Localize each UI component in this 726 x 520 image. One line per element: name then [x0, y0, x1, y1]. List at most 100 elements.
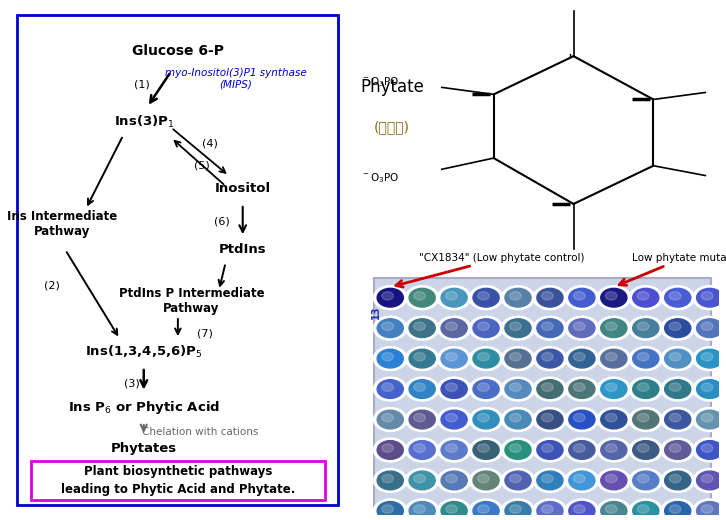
Circle shape — [637, 505, 649, 513]
Circle shape — [633, 288, 659, 307]
Circle shape — [446, 505, 457, 513]
Circle shape — [470, 377, 502, 401]
Circle shape — [605, 383, 617, 392]
Circle shape — [405, 469, 439, 492]
Circle shape — [597, 377, 630, 401]
Circle shape — [473, 288, 499, 307]
Circle shape — [478, 444, 489, 452]
Text: OPO$_3^{2-}$: OPO$_3^{2-}$ — [555, 285, 592, 302]
Circle shape — [693, 347, 726, 371]
Circle shape — [566, 347, 598, 371]
Circle shape — [478, 474, 489, 483]
Circle shape — [441, 319, 468, 337]
Circle shape — [537, 410, 563, 429]
Circle shape — [569, 319, 595, 337]
Circle shape — [665, 440, 691, 459]
Circle shape — [665, 410, 691, 429]
Circle shape — [409, 288, 435, 307]
Circle shape — [405, 499, 439, 520]
Circle shape — [501, 408, 534, 432]
Circle shape — [505, 319, 531, 337]
Circle shape — [697, 288, 722, 307]
Circle shape — [478, 383, 489, 392]
Circle shape — [701, 474, 713, 483]
Circle shape — [629, 347, 663, 371]
Circle shape — [510, 383, 521, 392]
Circle shape — [661, 285, 694, 309]
Circle shape — [478, 322, 489, 331]
Circle shape — [414, 505, 425, 513]
Circle shape — [378, 288, 404, 307]
Circle shape — [510, 292, 521, 300]
Circle shape — [601, 501, 627, 520]
Circle shape — [414, 413, 425, 422]
Circle shape — [405, 438, 439, 462]
Circle shape — [441, 410, 468, 429]
Circle shape — [510, 474, 521, 483]
Circle shape — [701, 413, 713, 422]
Circle shape — [574, 505, 585, 513]
Circle shape — [501, 316, 534, 340]
Circle shape — [537, 349, 563, 368]
Circle shape — [537, 380, 563, 398]
Circle shape — [566, 438, 598, 462]
Circle shape — [665, 349, 691, 368]
Circle shape — [437, 316, 470, 340]
Circle shape — [409, 319, 435, 337]
Circle shape — [382, 413, 393, 422]
Text: Ins(1,3,4,5,6)P$_5$: Ins(1,3,4,5,6)P$_5$ — [85, 344, 203, 360]
Circle shape — [701, 444, 713, 452]
Circle shape — [446, 413, 457, 422]
Bar — [374, 278, 711, 507]
Circle shape — [701, 505, 713, 513]
Circle shape — [597, 285, 630, 309]
Circle shape — [633, 440, 659, 459]
Circle shape — [437, 469, 470, 492]
Circle shape — [510, 444, 521, 452]
Text: "CX1834" (Low phytate control): "CX1834" (Low phytate control) — [396, 253, 584, 287]
Circle shape — [470, 469, 502, 492]
Circle shape — [665, 380, 691, 398]
Circle shape — [405, 347, 439, 371]
Circle shape — [374, 316, 407, 340]
Circle shape — [505, 288, 531, 307]
Circle shape — [574, 474, 585, 483]
Circle shape — [697, 349, 722, 368]
Text: (2): (2) — [44, 280, 60, 291]
Circle shape — [574, 353, 585, 361]
Circle shape — [533, 469, 566, 492]
Circle shape — [510, 413, 521, 422]
Circle shape — [574, 292, 585, 300]
Circle shape — [378, 501, 404, 520]
Circle shape — [537, 440, 563, 459]
Text: Ins Intermediate
Pathway: Ins Intermediate Pathway — [7, 210, 117, 238]
Circle shape — [605, 444, 617, 452]
Circle shape — [629, 316, 663, 340]
Circle shape — [697, 410, 722, 429]
Circle shape — [637, 474, 649, 483]
Circle shape — [501, 438, 534, 462]
Circle shape — [537, 471, 563, 490]
Circle shape — [374, 377, 407, 401]
Circle shape — [446, 444, 457, 452]
Text: (5): (5) — [194, 161, 210, 171]
Circle shape — [633, 501, 659, 520]
Circle shape — [473, 440, 499, 459]
Circle shape — [574, 444, 585, 452]
Circle shape — [629, 438, 663, 462]
Circle shape — [378, 319, 404, 337]
Circle shape — [473, 501, 499, 520]
Circle shape — [601, 319, 627, 337]
Circle shape — [441, 501, 468, 520]
Circle shape — [470, 285, 502, 309]
Text: $^-$O$_3$PO: $^-$O$_3$PO — [361, 75, 399, 88]
Circle shape — [441, 471, 468, 490]
Circle shape — [414, 474, 425, 483]
FancyBboxPatch shape — [17, 16, 338, 504]
Circle shape — [374, 408, 407, 432]
Circle shape — [605, 505, 617, 513]
Circle shape — [597, 408, 630, 432]
Circle shape — [470, 347, 502, 371]
Circle shape — [566, 469, 598, 492]
Circle shape — [414, 322, 425, 331]
